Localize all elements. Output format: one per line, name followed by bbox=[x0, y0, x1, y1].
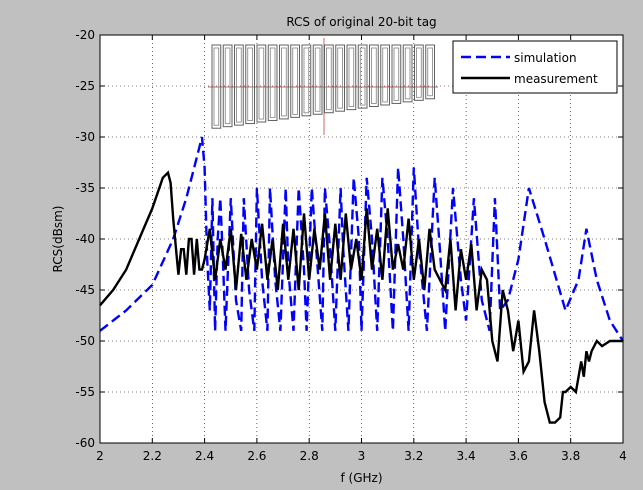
inset-strip-outer bbox=[312, 44, 323, 115]
tag-geometry-inset bbox=[208, 38, 438, 135]
x-tick-label: 4 bbox=[619, 449, 627, 463]
inset-strip-outer bbox=[346, 44, 357, 111]
inset-strip-outer bbox=[301, 44, 312, 117]
x-tick-label: 3.8 bbox=[561, 449, 580, 463]
y-tick-label: -50 bbox=[75, 334, 95, 348]
chart-title: RCS of original 20-bit tag bbox=[286, 15, 436, 29]
inset-strip-outer bbox=[324, 44, 334, 114]
inset-strip-outer bbox=[402, 44, 413, 103]
inset-strip-inner bbox=[258, 47, 265, 120]
ticks: 2 2.2 2.4 2.6 2.8 3 3.2 3.4 3.6 3.8 4 -20 -25 -30 -35 -… bbox=[75, 28, 626, 463]
y-tick-label: -20 bbox=[75, 28, 95, 42]
inset-strip-outer bbox=[222, 44, 233, 128]
inset-strip-inner bbox=[427, 47, 433, 97]
inset-strip-inner bbox=[314, 47, 321, 112]
legend-box bbox=[452, 40, 618, 94]
inset-strip-outer bbox=[369, 44, 379, 108]
inset-strip-inner bbox=[236, 47, 242, 123]
y-tick-label: -40 bbox=[75, 232, 95, 246]
y-tick-label: -30 bbox=[75, 130, 95, 144]
x-tick-label: 2.2 bbox=[143, 449, 162, 463]
x-tick-label: 2.8 bbox=[300, 449, 319, 463]
inset-strip-inner bbox=[404, 47, 411, 100]
inset-strip-outer bbox=[391, 44, 402, 104]
inset-strip-outer bbox=[290, 44, 300, 118]
x-tick-label: 3.2 bbox=[404, 449, 423, 463]
legend-label-simulation: simulation bbox=[514, 51, 577, 65]
inset-strip-outer bbox=[267, 44, 278, 121]
x-axis-label: f (GHz) bbox=[340, 471, 382, 485]
x-tick-label: 2.6 bbox=[247, 449, 266, 463]
inset-strip-inner bbox=[213, 47, 220, 126]
series bbox=[99, 136, 625, 424]
inset-strip-outer bbox=[279, 44, 289, 120]
y-tick-label: -25 bbox=[75, 79, 95, 93]
inset-strip-outer bbox=[256, 44, 267, 123]
y-axis-label: RCS(dBsm) bbox=[51, 206, 65, 273]
y-tick-label: -45 bbox=[75, 283, 95, 297]
inset-strip-outer bbox=[425, 44, 435, 100]
inset-strip-inner bbox=[348, 47, 355, 108]
y-tick-label: -60 bbox=[75, 436, 95, 450]
series-line-measurement bbox=[99, 170, 623, 424]
inset-strip-inner bbox=[337, 47, 343, 109]
inset-strip-inner bbox=[292, 47, 298, 115]
x-tick-label: 2 bbox=[96, 449, 104, 463]
inset-strip-inner bbox=[303, 47, 310, 114]
inset-strip-outer bbox=[245, 44, 255, 125]
x-tick-label: 3.6 bbox=[509, 449, 528, 463]
inset-strip-outer bbox=[335, 44, 345, 112]
inset-strip-outer bbox=[211, 44, 222, 129]
inset-strip-inner bbox=[247, 47, 253, 121]
inset-strip-inner bbox=[224, 47, 231, 125]
inset-strip-outer bbox=[414, 44, 424, 101]
y-tick-label: -35 bbox=[75, 181, 95, 195]
y-tick-label: -55 bbox=[75, 385, 95, 399]
legend-label-measurement: measurement bbox=[514, 72, 598, 86]
inset-strip-inner bbox=[269, 47, 276, 118]
inset-strip-outer bbox=[357, 44, 368, 109]
inset-strip-inner bbox=[326, 47, 332, 111]
inset-strip-inner bbox=[371, 47, 377, 104]
inset-strip-inner bbox=[382, 47, 388, 103]
inset-strip-inner bbox=[359, 47, 366, 106]
legend: simulation measurement bbox=[452, 40, 618, 94]
series-line-simulation bbox=[99, 136, 625, 342]
inset-strip-inner bbox=[281, 47, 287, 117]
inset-strip-inner bbox=[393, 47, 400, 101]
x-tick-label: 3.4 bbox=[457, 449, 476, 463]
x-tick-label: 3 bbox=[358, 449, 366, 463]
inset-strip-outer bbox=[380, 44, 390, 106]
x-tick-label: 2.4 bbox=[195, 449, 214, 463]
inset-strip-outer bbox=[234, 44, 244, 126]
inset-strip-inner bbox=[416, 47, 422, 98]
